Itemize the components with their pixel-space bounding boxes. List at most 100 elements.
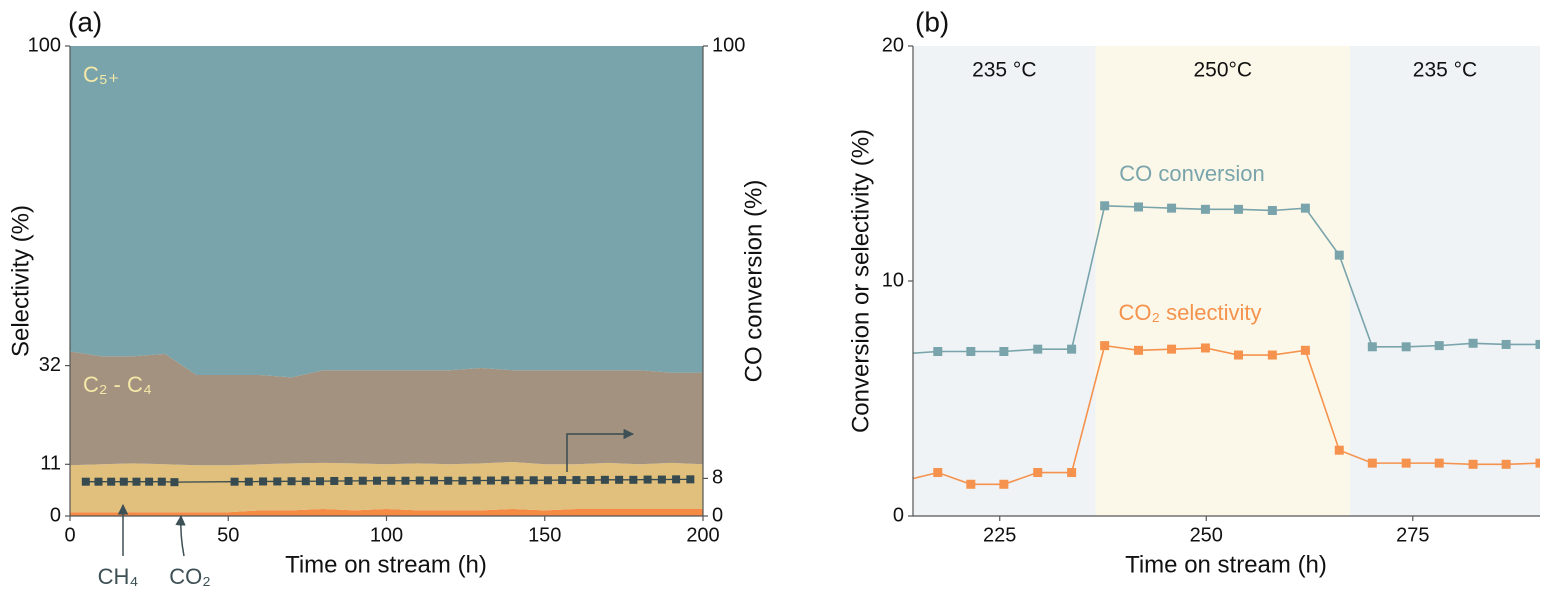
axis-pointer-arrow (566, 428, 635, 472)
data-point (1401, 458, 1411, 468)
data-point (81, 477, 90, 486)
data-point (415, 476, 424, 485)
y2-tick-label: 0 (712, 504, 723, 526)
data-point (486, 476, 495, 485)
data-point (999, 479, 1009, 489)
temperature-region (1095, 46, 1350, 516)
plot-area (70, 46, 703, 516)
series-label: CO₂ (169, 564, 211, 589)
data-point (1067, 468, 1077, 478)
data-point (157, 477, 166, 486)
data-point (1033, 344, 1043, 354)
data-point (1468, 338, 1478, 348)
plot-area (899, 46, 1540, 516)
data-point (672, 475, 681, 484)
series-line (913, 204, 1540, 355)
data-point (1434, 341, 1444, 351)
stacked-area (70, 46, 703, 378)
data-point (1434, 458, 1444, 468)
y-tick-label: 20 (882, 34, 904, 56)
y-axis-label: Selectivity (%) (7, 205, 34, 357)
x-tick-label: 50 (217, 524, 239, 546)
data-point (358, 476, 367, 485)
annotation-arrows (117, 428, 635, 557)
data-point (1100, 341, 1110, 351)
data-point (1300, 203, 1310, 213)
data-point (1535, 339, 1540, 349)
data-point (1267, 206, 1277, 215)
data-point (387, 476, 396, 485)
data-point (230, 477, 239, 486)
panel-label: (b) (915, 6, 949, 37)
data-point (1200, 343, 1210, 353)
data-point (1367, 342, 1377, 352)
data-point (1367, 458, 1377, 468)
data-point (529, 476, 538, 485)
x-tick-label: 100 (370, 524, 403, 546)
y-tick-label: 0 (893, 504, 904, 526)
data-point (472, 476, 481, 485)
data-point (1067, 344, 1077, 354)
region-label: 235 °C (972, 59, 1036, 82)
data-point (330, 476, 339, 485)
series-label: CO₂ selectivity (1118, 300, 1261, 325)
data-point (344, 476, 353, 485)
x-tick-label: 275 (1396, 524, 1429, 546)
data-point (94, 477, 103, 486)
x-axis-label: Time on stream (h) (1125, 551, 1327, 578)
data-point (273, 477, 282, 486)
data-point (287, 477, 296, 486)
data-point (933, 468, 943, 478)
data-point (558, 476, 567, 485)
data-point (170, 478, 179, 487)
data-point (933, 347, 943, 356)
co2-arrow (175, 514, 186, 557)
data-point (1033, 468, 1043, 478)
x-tick-label: 225 (983, 524, 1016, 546)
data-point (244, 477, 253, 486)
panel-label: (a) (68, 6, 102, 37)
data-point (1300, 345, 1310, 355)
data-point (543, 476, 552, 485)
region-label: 250°C (1193, 59, 1252, 82)
data-point (966, 347, 976, 356)
x-tick-label: 0 (64, 524, 75, 546)
data-point (1100, 201, 1110, 211)
data-point (259, 477, 268, 486)
data-point (119, 477, 128, 486)
x-axis-label: Time on stream (h) (285, 551, 487, 578)
stacked-area (70, 351, 703, 466)
series-label: C₅₊ (83, 62, 119, 87)
data-point (1167, 344, 1177, 354)
y-tick-label: 10 (882, 269, 904, 291)
stacked-area (70, 461, 703, 513)
region-label: 235 °C (1413, 59, 1477, 82)
data-point (401, 476, 410, 485)
stacked-area (70, 508, 703, 516)
y2-tick-label: 8 (712, 467, 723, 489)
data-point (316, 477, 325, 486)
y-tick-label: 100 (28, 34, 61, 56)
data-point (1501, 339, 1511, 349)
y2-axis-label: CO conversion (%) (740, 180, 767, 383)
data-point (600, 475, 609, 484)
data-point (572, 476, 581, 485)
data-point (1501, 459, 1511, 469)
panel-b: 235 °C 250°C 235 °C 225 250 275 0 10 20 (b) Time o… (847, 6, 1540, 578)
data-point (999, 347, 1009, 356)
data-point (1468, 459, 1478, 469)
series-line (913, 344, 1540, 486)
data-point (1134, 202, 1144, 212)
data-point (301, 477, 310, 486)
data-point (1233, 204, 1243, 214)
data-point (373, 476, 382, 485)
data-point (444, 476, 453, 485)
data-point (1134, 345, 1144, 355)
data-point (899, 476, 908, 485)
data-point (145, 477, 154, 486)
x-tick-label: 200 (686, 524, 719, 546)
y2-tick-label: 100 (712, 34, 745, 56)
data-point (1401, 342, 1411, 352)
